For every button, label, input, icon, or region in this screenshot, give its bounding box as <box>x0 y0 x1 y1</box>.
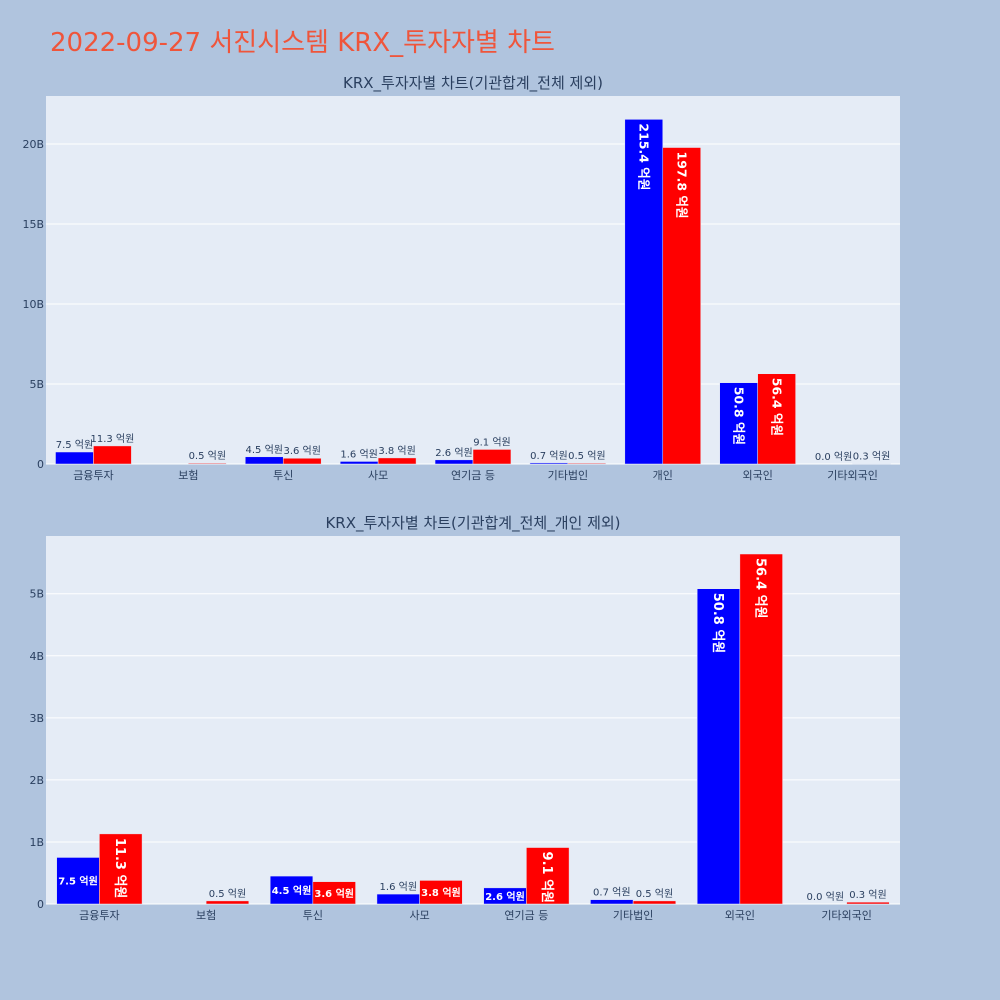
data-label: 0.5 억원 <box>636 888 673 900</box>
y-tick-label: 0 <box>37 458 44 471</box>
data-label: 0.5 억원 <box>568 450 605 462</box>
data-label: 9.1 억원 <box>473 436 510 448</box>
bar <box>529 462 569 465</box>
x-tick-label: 기타외국인 <box>821 909 872 922</box>
x-tick-label: 기타법인 <box>548 469 588 482</box>
bar <box>624 119 664 465</box>
bar <box>719 382 758 465</box>
x-tick-label: 사모 <box>410 909 430 922</box>
x-tick-label: 기타법인 <box>613 909 653 922</box>
bar <box>590 899 634 905</box>
y-tick-label: 4B <box>29 650 44 663</box>
y-tick-label: 15B <box>22 218 44 231</box>
y-tick-label: 1B <box>29 836 44 849</box>
bar <box>377 457 417 465</box>
data-label: 3.6 억원 <box>314 887 354 900</box>
bottom-bar-chart: KRX_투자자별 차트(기관합계_전체_개인 제외) 0 1B 2B 3B 4B 5B 금융투… <box>29 514 900 922</box>
bar <box>472 449 512 465</box>
chart-title: KRX_투자자별 차트(기관합계_전체 제외) <box>343 74 603 93</box>
x-tick-label: 보험 <box>196 909 216 922</box>
data-label: 4.5 억원 <box>272 884 312 897</box>
x-tick-label: 금융투자 <box>73 469 113 482</box>
bar <box>662 147 701 465</box>
bar <box>245 456 284 465</box>
data-label: 0.3 억원 <box>849 889 886 901</box>
x-tick-label: 사모 <box>368 469 388 482</box>
data-label: 197.8 억원 <box>674 152 689 219</box>
data-label: 2.6 억원 <box>435 447 472 459</box>
data-label: 1.6 억원 <box>340 448 377 460</box>
y-tick-label: 20B <box>22 138 44 151</box>
data-label: 3.8 억원 <box>421 886 461 899</box>
bar <box>188 462 227 465</box>
data-label: 2.6 억원 <box>485 890 525 903</box>
data-label: 9.1 억원 <box>539 852 554 903</box>
data-label: 0.7 억원 <box>530 450 567 462</box>
bar <box>55 451 94 465</box>
data-label: 7.5 억원 <box>58 875 98 888</box>
top-bar-chart: KRX_투자자별 차트(기관합계_전체 제외) 0 5B 10B 15B 20B 금융투자 7… <box>22 74 900 482</box>
x-tick-label: 기타외국인 <box>827 469 878 482</box>
data-label: 11.3 억원 <box>112 838 127 899</box>
page-title: 2022-09-27 서진시스템 KRX_투자자별 차트 <box>50 28 555 58</box>
data-label: 50.8 억원 <box>710 593 725 654</box>
data-label: 0.7 억원 <box>593 887 630 899</box>
x-tick-label: 개인 <box>653 469 673 482</box>
data-label: 3.6 억원 <box>283 445 320 457</box>
x-tick-label: 연기금 등 <box>504 909 548 922</box>
data-label: 7.5 억원 <box>56 439 93 451</box>
y-tick-label: 3B <box>29 712 44 725</box>
data-label: 11.3 억원 <box>90 433 134 445</box>
bar <box>282 457 322 465</box>
data-label: 0.5 억원 <box>209 888 246 900</box>
bar <box>269 875 314 905</box>
y-tick-label: 5B <box>29 378 44 391</box>
x-tick-label: 보험 <box>178 469 198 482</box>
data-label: 0.0 억원 <box>807 891 844 903</box>
data-label: 56.4 억원 <box>753 558 768 619</box>
x-tick-label: 연기금 등 <box>451 469 495 482</box>
bar <box>419 880 463 905</box>
bar <box>93 445 132 465</box>
bar <box>339 461 379 465</box>
bar <box>696 588 741 905</box>
bar <box>376 893 420 905</box>
bar <box>567 462 607 465</box>
bar <box>757 373 796 465</box>
bar <box>526 847 570 905</box>
data-label: 0.3 억원 <box>853 451 890 463</box>
bar <box>205 900 250 905</box>
bar <box>99 833 143 905</box>
x-tick-label: 투신 <box>273 469 293 482</box>
data-label: 0.0 억원 <box>815 451 852 463</box>
bar <box>846 901 890 905</box>
y-tick-label: 0 <box>37 898 44 911</box>
data-label: 1.6 억원 <box>380 881 417 893</box>
x-tick-label: 투신 <box>303 909 323 922</box>
data-label: 50.8 억원 <box>731 387 746 445</box>
bar <box>632 900 677 905</box>
data-label: 215.4 억원 <box>636 123 651 190</box>
chart-title: KRX_투자자별 차트(기관합계_전체_개인 제외) <box>325 514 620 533</box>
x-tick-label: 외국인 <box>742 469 772 482</box>
y-tick-label: 5B <box>29 588 44 601</box>
x-tick-label: 금융투자 <box>79 909 119 922</box>
data-label: 3.8 억원 <box>378 445 415 457</box>
x-tick-label: 외국인 <box>725 909 755 922</box>
data-label: 4.5 억원 <box>246 444 283 456</box>
data-label: 0.5 억원 <box>189 450 226 462</box>
bar <box>312 881 356 905</box>
bar <box>739 553 783 905</box>
data-label: 56.4 억원 <box>769 378 784 436</box>
bar <box>434 459 474 465</box>
y-tick-label: 10B <box>22 298 44 311</box>
y-tick-label: 2B <box>29 774 44 787</box>
